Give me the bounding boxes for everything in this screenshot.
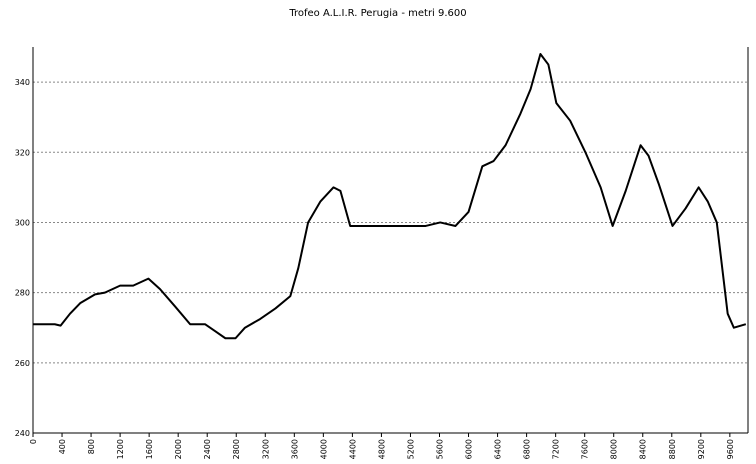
x-tick-label: 4000 bbox=[319, 439, 328, 459]
line bbox=[33, 53, 747, 340]
x-tick-label: 3600 bbox=[290, 439, 299, 459]
x-tick-label: 3200 bbox=[261, 439, 270, 459]
x-tick-label: 9600 bbox=[726, 439, 735, 459]
x-tick-label: 0 bbox=[29, 439, 38, 444]
x-tick-label: 1600 bbox=[145, 439, 154, 459]
x-tick-label: 6400 bbox=[494, 439, 503, 459]
x-tick-label: 8000 bbox=[610, 439, 619, 459]
y-tick-label: 300 bbox=[15, 218, 30, 227]
x-tick-label: 5200 bbox=[406, 439, 415, 459]
x-tick-label: 5600 bbox=[435, 439, 444, 459]
y-tick-label: 260 bbox=[15, 359, 30, 368]
y-tick-label: 320 bbox=[15, 148, 30, 157]
x-tick-label: 2800 bbox=[232, 439, 241, 459]
x-tick-label: 7200 bbox=[552, 439, 561, 459]
x-tick-label: 6800 bbox=[523, 439, 532, 459]
y-tick-label: 340 bbox=[15, 78, 30, 87]
x-tick-label: 6000 bbox=[465, 439, 474, 459]
x-tick-label: 1200 bbox=[116, 439, 125, 459]
y-tick-label: 240 bbox=[15, 429, 30, 438]
x-tick-label: 9200 bbox=[697, 439, 706, 459]
x-tick-label: 4800 bbox=[377, 439, 386, 459]
x-tick-label: 7600 bbox=[581, 439, 590, 459]
y-tick-label: 280 bbox=[15, 289, 30, 298]
x-tick-label: 400 bbox=[58, 439, 67, 454]
x-tick-label: 2000 bbox=[174, 439, 183, 459]
chart-title: Trofeo A.L.I.R. Perugia - metri 9.600 bbox=[288, 8, 466, 19]
x-tick-label: 2400 bbox=[203, 439, 212, 459]
x-tick-label: 800 bbox=[87, 439, 96, 454]
x-tick-label: 4400 bbox=[348, 439, 357, 459]
x-tick-label: 8400 bbox=[639, 439, 648, 459]
x-tick-label: 8800 bbox=[668, 439, 677, 459]
